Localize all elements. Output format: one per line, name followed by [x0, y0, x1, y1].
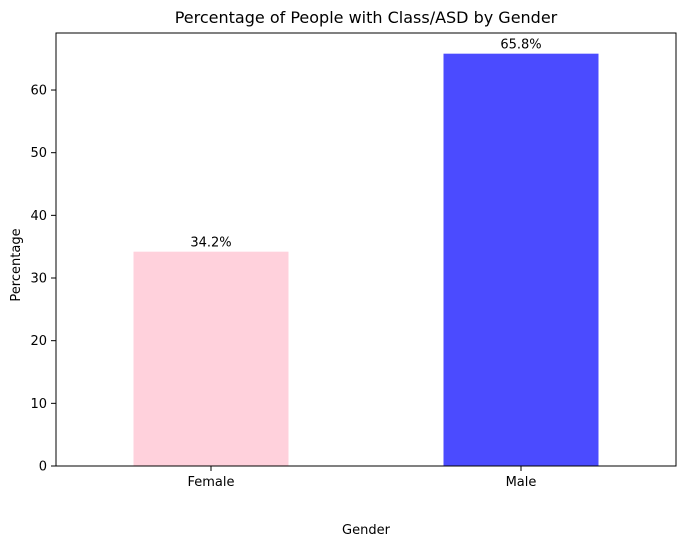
y-tick-label: 40 [30, 209, 47, 224]
bars-group [133, 53, 599, 467]
x-axis: Female Male [187, 466, 536, 490]
bar-value-label-female: 34.2% [190, 236, 231, 251]
y-tick-label: 50 [30, 146, 47, 161]
y-tick-label: 20 [30, 334, 47, 349]
y-tick-label: 0 [39, 460, 47, 475]
bar-male [443, 53, 599, 467]
y-tick-label: 10 [30, 397, 47, 412]
y-tick-label: 60 [30, 84, 47, 99]
bar-labels-group: 34.2% 65.8% [190, 38, 541, 251]
y-axis: 0 10 20 30 40 50 60 [30, 84, 56, 475]
y-axis-title: Percentage [9, 228, 24, 301]
y-tick-label: 30 [30, 272, 47, 287]
plot-frame [55, 32, 677, 467]
x-tick-label-female: Female [187, 475, 234, 490]
x-tick-label-male: Male [506, 475, 537, 490]
x-axis-title: Gender [342, 523, 391, 538]
bar-value-label-male: 65.8% [500, 38, 541, 53]
bar-female [133, 251, 289, 466]
chart-title: Percentage of People with Class/ASD by G… [175, 8, 558, 27]
